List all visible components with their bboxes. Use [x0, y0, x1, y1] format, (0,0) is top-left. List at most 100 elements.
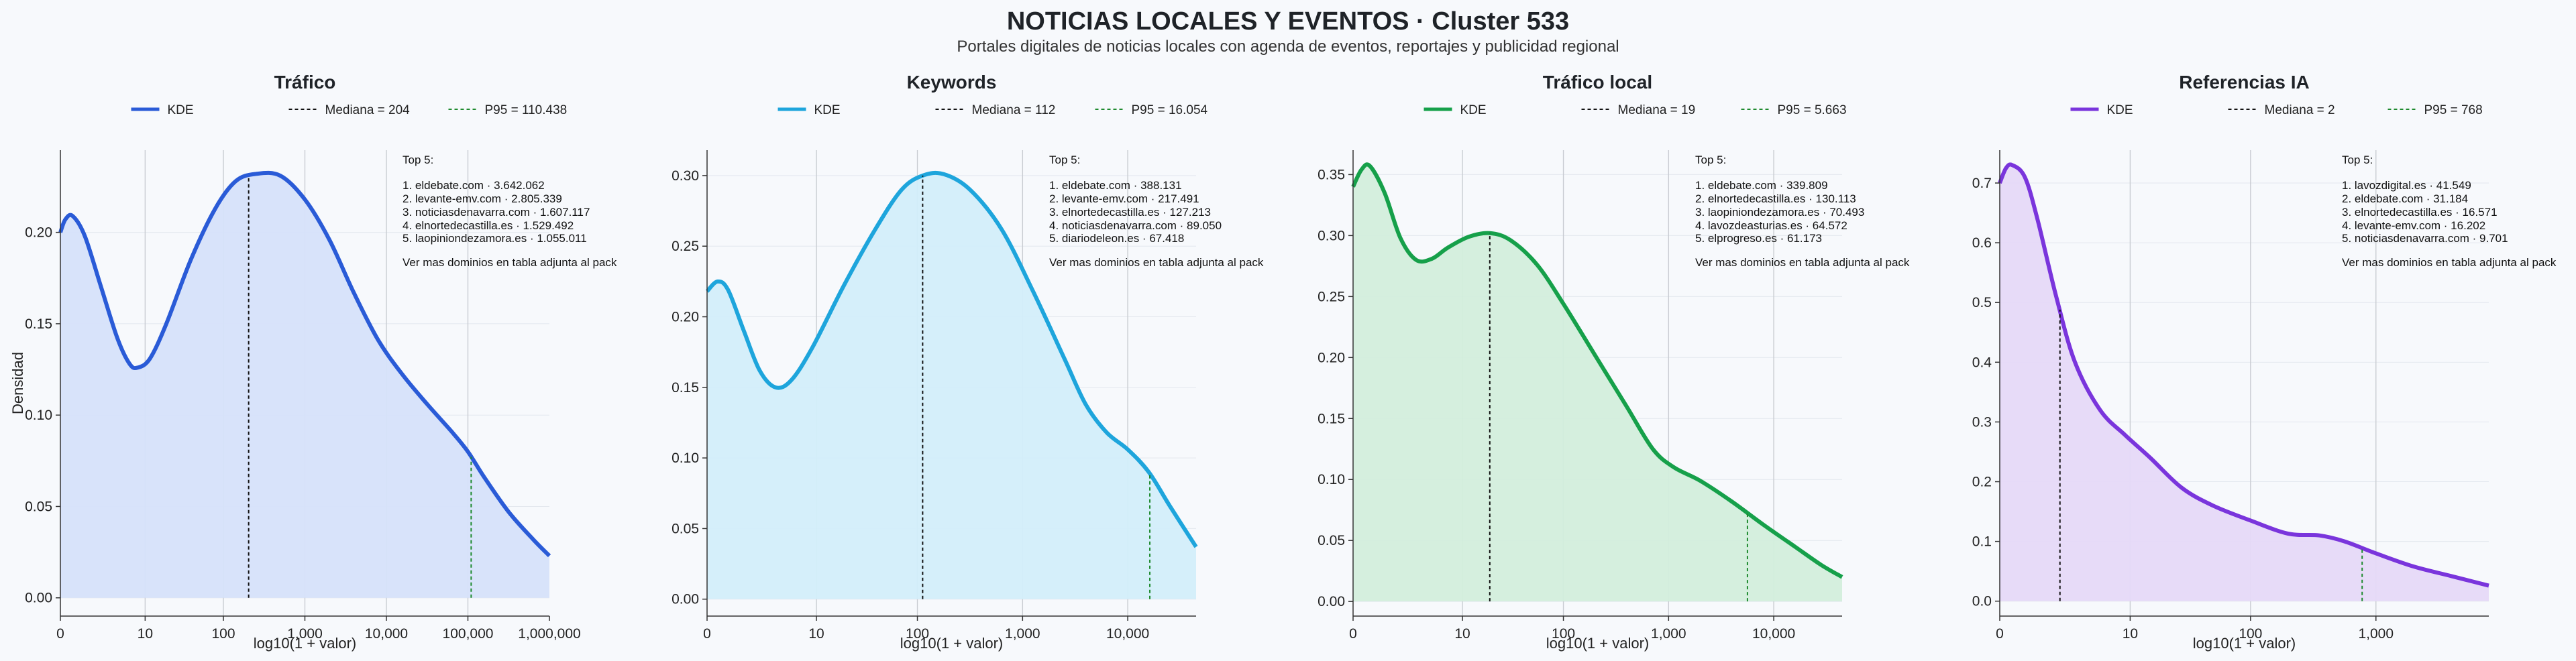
kde-line	[1351, 162, 1843, 579]
kde-area	[1353, 164, 1842, 602]
kde-area	[2000, 164, 2489, 601]
top5-header: Top 5:	[1049, 154, 1080, 166]
kde-line	[705, 170, 1198, 548]
x-axis-label: log10(1 + valor)	[254, 635, 356, 652]
y-tick-label: 0.2	[1972, 475, 1992, 490]
x-tick-label: 0	[1349, 626, 1357, 642]
kde-line	[1998, 162, 2489, 588]
y-tick-label: 0.4	[1972, 355, 1992, 370]
top5-item: 4. elnortedecastilla.es · 1.529.492	[402, 219, 574, 232]
panel-2: Keywords KDE Mediana = 112 P95 = 16.054 0.00…	[672, 72, 1264, 652]
legend: KDE Mediana = 112 P95 = 16.054	[777, 103, 1208, 117]
panel-1: Tráfico KDE Mediana = 204 P95 = 110.438 0.00…	[9, 72, 617, 652]
x-axis-label: log10(1 + valor)	[2193, 635, 2296, 652]
legend: KDE Mediana = 19 P95 = 5.663	[1424, 103, 1847, 117]
top5-item: 4. lavozdeasturias.es · 64.572	[1695, 219, 1847, 232]
legend-kde-label: KDE	[168, 103, 194, 117]
legend: KDE Mediana = 204 P95 = 110.438	[131, 103, 568, 117]
y-tick-label: 0.05	[25, 499, 52, 514]
x-tick-label: 10,000	[1752, 626, 1795, 642]
y-tick-label: 0.25	[1318, 289, 1345, 304]
top5-header: Top 5:	[1695, 154, 1726, 166]
legend-median-label: Mediana = 204	[325, 103, 411, 117]
legend-kde-label: KDE	[2107, 103, 2133, 117]
kde-line	[58, 170, 551, 558]
x-tick-label: 10	[2123, 626, 2138, 642]
top5-item: 5. noticiasdenavarra.com · 9.701	[2342, 232, 2508, 245]
top5-header: Top 5:	[2342, 154, 2373, 166]
y-tick-label: 0.7	[1972, 176, 1992, 191]
legend-p95-label: P95 = 768	[2424, 103, 2483, 117]
top5-item: 1. eldebate.com · 3.642.062	[402, 179, 545, 192]
y-tick-label: 0.30	[672, 168, 699, 184]
y-tick-label: 0.20	[25, 225, 52, 241]
kde-area	[707, 172, 1196, 599]
x-tick-label: 1,000	[1005, 626, 1040, 642]
legend-p95-label: P95 = 16.054	[1132, 103, 1208, 117]
top5-item: 5. diariodeleon.es · 67.418	[1049, 232, 1184, 245]
legend-median-label: Mediana = 112	[972, 103, 1056, 117]
y-tick-label: 0.20	[672, 310, 699, 325]
x-tick-label: 10	[808, 626, 824, 642]
y-tick-label: 0.10	[25, 408, 52, 423]
panel-3: Tráfico local KDE Mediana = 19 P95 = 5.663 0…	[1318, 72, 1910, 652]
x-tick-label: 1,000	[1651, 626, 1686, 642]
top5-item: 2. levante-emv.com · 2.805.339	[402, 192, 562, 205]
y-tick-label: 0.15	[672, 380, 699, 396]
x-tick-label: 100,000	[443, 626, 494, 642]
x-tick-label: 0	[1996, 626, 2004, 642]
x-tick-label: 100	[211, 626, 235, 642]
top5-item: 1. lavozdigital.es · 41.549	[2342, 179, 2471, 192]
y-tick-label: 0.35	[1318, 167, 1345, 182]
top5-item: 5. elprogreso.es · 61.173	[1695, 232, 1822, 245]
top5-footer: Ver mas dominios en tabla adjunta al pac…	[1049, 256, 1264, 269]
y-tick-label: 0.20	[1318, 350, 1345, 365]
top5-item: 5. laopiniondezamora.es · 1.055.011	[402, 232, 587, 245]
top5-item: 2. eldebate.com · 31.184	[2342, 192, 2468, 205]
x-tick-label: 0	[56, 626, 64, 642]
x-tick-label: 100	[1552, 626, 1575, 642]
x-tick-label: 10	[138, 626, 153, 642]
figure-title: NOTICIAS LOCALES Y EVENTOS · Cluster 533	[1007, 7, 1569, 36]
top5-item: 3. noticiasdenavarra.com · 1.607.117	[402, 206, 590, 219]
top5-item: 1. eldebate.com · 339.809	[1695, 179, 1828, 192]
y-tick-label: 0.5	[1972, 295, 1992, 310]
x-tick-label: 1,000,000	[518, 626, 580, 642]
top5-footer: Ver mas dominios en tabla adjunta al pac…	[402, 256, 617, 269]
y-tick-label: 0.3	[1972, 414, 1992, 430]
y-tick-label: 0.10	[672, 450, 699, 466]
y-tick-label: 0.05	[672, 521, 699, 536]
y-tick-label: 0.6	[1972, 235, 1992, 251]
y-tick-label: 0.15	[1318, 411, 1345, 426]
kde-area	[60, 172, 549, 598]
y-tick-label: 0.00	[672, 592, 699, 607]
y-tick-label: 0.0	[1972, 594, 1992, 609]
panel-4: Referencias IA KDE Mediana = 2 P95 = 768 0.0…	[1972, 72, 2557, 652]
x-tick-label: 0	[703, 626, 711, 642]
panel-title: Keywords	[907, 72, 997, 93]
top5-item: 3. elnortedecastilla.es · 16.571	[2342, 206, 2498, 219]
legend-p95-label: P95 = 110.438	[485, 103, 568, 117]
x-tick-label: 1,000	[2358, 626, 2394, 642]
top5-footer: Ver mas dominios en tabla adjunta al pac…	[2342, 256, 2557, 269]
x-tick-label: 1,000	[287, 626, 323, 642]
top5-item: 2. levante-emv.com · 217.491	[1049, 192, 1199, 205]
x-tick-label: 100	[2239, 626, 2262, 642]
legend-median-label: Mediana = 19	[1618, 103, 1696, 117]
top5-item: 1. eldebate.com · 388.131	[1049, 179, 1182, 192]
legend-p95-label: P95 = 5.663	[1778, 103, 1847, 117]
x-tick-label: 100	[906, 626, 929, 642]
top5-item: 4. levante-emv.com · 16.202	[2342, 219, 2485, 232]
y-axis-label: Densidad	[9, 352, 26, 414]
figure-subtitle: Portales digitales de noticias locales c…	[957, 38, 1619, 56]
y-tick-label: 0.30	[1318, 228, 1345, 243]
x-axis-label: log10(1 + valor)	[900, 635, 1003, 652]
x-tick-label: 10,000	[365, 626, 408, 642]
legend-kde-label: KDE	[814, 103, 841, 117]
y-tick-label: 0.10	[1318, 472, 1345, 487]
